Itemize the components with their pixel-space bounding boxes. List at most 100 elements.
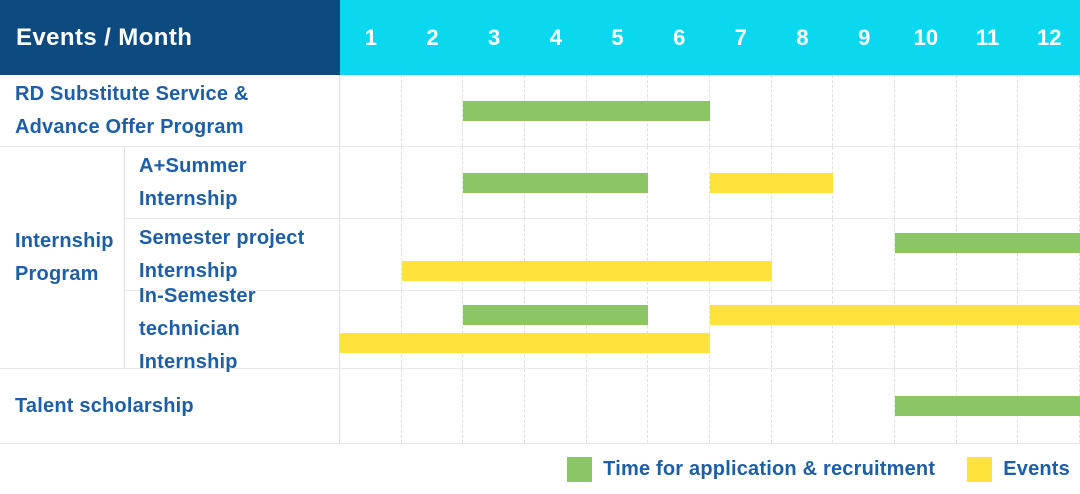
chart-cell-rd-substitute: [340, 75, 1080, 146]
month-gridline: [587, 369, 649, 443]
label-line: Internship: [139, 259, 238, 282]
month-gridline: [710, 75, 772, 146]
month-gridline: [710, 291, 772, 368]
month-gridline: [402, 75, 464, 146]
month-gridline: [340, 75, 402, 146]
label-line: Talent scholarship: [15, 394, 194, 417]
month-gridline: [648, 219, 711, 290]
month-header-cell-9: 9: [858, 24, 871, 50]
header-row: Events / Month 1 2 3 4 5 6 7 8 9 10 11 12: [0, 0, 1080, 75]
gantt-bar-event-m2-7: [401, 261, 772, 281]
month-gridline: [340, 291, 402, 368]
month-gridline: [340, 147, 402, 218]
label-line: Internship: [15, 229, 114, 252]
month-header-cell-2: 2: [426, 24, 439, 50]
label-line: Internship: [139, 187, 238, 210]
label-line: Advance Offer Program: [15, 115, 244, 138]
month-gridline: [957, 219, 1019, 290]
label-line: technician Internship: [139, 318, 240, 373]
month-gridline: [833, 219, 896, 290]
month-gridline: [340, 219, 402, 290]
month-gridline: [402, 219, 464, 290]
band-internship-program: Internship Program A+Summer Internship Semes…: [0, 147, 1080, 373]
row-label-internship-program: Internship Program: [0, 147, 125, 368]
month-header: 1 2 3 4 5 6 7 8 9 10 11 12: [340, 0, 1080, 75]
month-gridline: [525, 291, 587, 368]
month-gridline: [833, 75, 896, 146]
legend-label-application: Time for application & recruitment: [603, 457, 936, 480]
month-gridline: [895, 75, 957, 146]
month-gridline: [833, 147, 896, 218]
gantt-row-rd-substitute: RD Substitute Service & Advance Offer Pro…: [0, 75, 1080, 147]
chart-cell-a-plus-summer-internship: [340, 147, 1080, 218]
gantt-bar-application-m10-12: [895, 396, 1080, 416]
legend-item-event: Events: [967, 456, 1070, 482]
month-gridline: [772, 219, 834, 290]
group-rows: A+Summer Internship Semester project Intern…: [125, 147, 1080, 373]
legend-label-event: Events: [1003, 457, 1070, 480]
gantt-bar-application-m3-6: [463, 100, 710, 121]
month-gridline: [772, 369, 834, 443]
month-gridline: [587, 291, 649, 368]
legend-swatch-application: [567, 456, 593, 482]
month-gridline: [1018, 75, 1080, 146]
month-gridline: [525, 219, 587, 290]
month-gridline: [587, 219, 649, 290]
gantt-row-a-plus-summer-internship: A+Summer Internship: [125, 147, 1080, 219]
month-header-cell-12: 12: [1036, 24, 1062, 50]
gantt-row-talent-scholarship: Talent scholarship: [0, 369, 1080, 444]
month-gridline: [1018, 219, 1080, 290]
gantt-bar-application-m10-12: [895, 233, 1080, 253]
month-gridline: [525, 369, 587, 443]
month-gridline: [402, 369, 464, 443]
row-label-rd-substitute: RD Substitute Service & Advance Offer Pro…: [0, 75, 340, 146]
month-gridline: [1018, 291, 1080, 368]
month-gridline: [463, 219, 526, 290]
month-header-cell-3: 3: [488, 24, 501, 50]
chart-cell-talent-scholarship: [340, 369, 1080, 443]
month-gridline: [648, 369, 711, 443]
month-gridline: [463, 369, 526, 443]
month-gridline: [957, 147, 1019, 218]
label-line: RD Substitute Service &: [15, 82, 249, 105]
month-gridline: [648, 147, 711, 218]
label-line: In-Semester: [139, 285, 256, 307]
gantt-bar-application-m3-5: [463, 172, 649, 193]
month-header-cell-6: 6: [673, 24, 686, 50]
month-gridline: [648, 291, 711, 368]
row-label-talent-scholarship: Talent scholarship: [0, 369, 340, 443]
label-line: A+Summer: [139, 154, 247, 177]
month-gridline: [340, 369, 402, 443]
chart-cell-in-semester-technician-internship: [340, 291, 1080, 368]
gantt-bar-event-m1-6: [340, 333, 710, 353]
month-header-cell-5: 5: [611, 24, 624, 50]
month-gridline: [895, 219, 957, 290]
month-gridline: [710, 369, 772, 443]
label-line: Semester project: [139, 226, 305, 249]
gantt-row-in-semester-technician-internship: In-Semester technician Internship: [125, 285, 1080, 373]
month-header-cell-1: 1: [364, 24, 377, 50]
month-header-cell-11: 11: [975, 24, 1000, 50]
gantt-bar-event-m7-8: [710, 172, 834, 193]
month-gridline: [772, 291, 834, 368]
row-label-semester-project-internship: Semester project Internship: [125, 219, 340, 290]
chart-cell-semester-project-internship: [340, 219, 1080, 290]
month-gridline: [710, 219, 772, 290]
month-gridline: [772, 75, 834, 146]
month-gridline: [895, 147, 957, 218]
month-gridline: [402, 147, 464, 218]
month-gridline: [957, 291, 1019, 368]
month-gridline: [463, 291, 526, 368]
row-label-in-semester-technician-internship: In-Semester technician Internship: [125, 285, 340, 373]
row-label-a-plus-summer-internship: A+Summer Internship: [125, 147, 340, 218]
month-gridline: [402, 291, 464, 368]
gantt-body: RD Substitute Service & Advance Offer Pro…: [0, 75, 1080, 444]
month-gridline: [957, 75, 1019, 146]
header-corner-label: Events / Month: [0, 0, 340, 75]
month-header-cell-4: 4: [549, 24, 562, 50]
month-gridline: [833, 369, 896, 443]
month-gridline: [1018, 147, 1080, 218]
month-header-cell-7: 7: [734, 24, 747, 50]
month-header-cell-8: 8: [796, 24, 809, 50]
month-gridline: [895, 291, 957, 368]
